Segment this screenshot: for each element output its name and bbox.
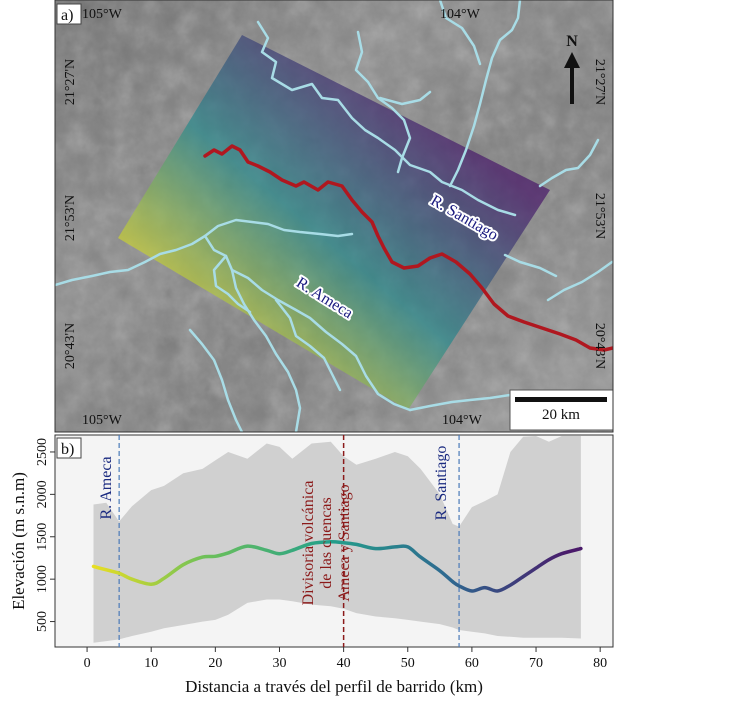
x-axis-label: Distancia a través del perfil de barrido… (185, 677, 483, 696)
panel-a-label-box (56, 3, 82, 25)
north-arrow-shaft (570, 66, 574, 104)
x-tick-label-60: 60 (465, 656, 479, 671)
annotation-divide-line3: Ameca y Santiago (336, 484, 353, 601)
lat-label-right-1: 21°27'N (592, 59, 607, 105)
x-tick-label-80: 80 (593, 656, 607, 671)
graticule-labels: 105°W 104°W 105°W 104°W 21°27'N 21°53'N … (63, 7, 607, 428)
x-axis: 0 10 20 30 40 50 60 70 80 (84, 647, 607, 671)
map-panel: R. Santiago R. Santiago R. Ameca R. Amec… (55, 0, 613, 432)
panel-b-label: b) (61, 441, 74, 458)
x-tick-label-40: 40 (337, 656, 351, 671)
lon-label-bottom-105: 105°W (82, 413, 123, 428)
mean-elevation-line (91, 540, 583, 593)
river-east (538, 138, 600, 188)
lat-label-right-2: 21°53'N (592, 193, 607, 239)
x-tick-label-10: 10 (144, 656, 158, 671)
river-north (354, 30, 412, 174)
river-east-2 (503, 253, 558, 278)
river-south (408, 393, 512, 412)
x-tick-label-30: 30 (272, 656, 286, 671)
north-label: N (566, 33, 578, 50)
annotation-santiago: R. Santiago (433, 446, 450, 521)
x-tick-label-0: 0 (84, 656, 91, 671)
river-ameca-2 (230, 268, 302, 432)
x-tick-label-50: 50 (401, 656, 415, 671)
scale-bar-line (515, 397, 607, 402)
river-northwest (256, 20, 517, 217)
panel-a-label: a) (61, 7, 73, 24)
river-southeast (546, 260, 613, 302)
north-arrow-icon: N (564, 33, 580, 104)
scale-bar: 20 km (509, 389, 613, 431)
y-axis: 500 1000 1500 2000 2500 (35, 438, 55, 632)
river-network (55, 0, 613, 432)
river-ameca-4 (274, 298, 342, 392)
profile-chart: R. Ameca R. Santiago Divisoria volcánica… (9, 434, 614, 696)
lon-label-top-105: 105°W (82, 7, 123, 22)
river-north-branch (378, 90, 432, 106)
river-southwest (188, 328, 244, 432)
lat-label-left-3: 20°43'N (63, 323, 78, 369)
x-tick-label-20: 20 (208, 656, 222, 671)
panel-b-label-box (56, 437, 82, 459)
scale-bar-box (509, 389, 613, 431)
y-axis-label: Elevación (m s.n.m) (9, 472, 28, 610)
map-frame (54, 0, 614, 433)
annotation-divide-line2: de las cuencas (318, 497, 335, 589)
river-northeast (448, 0, 522, 188)
x-tick-label-70: 70 (529, 656, 543, 671)
y-tick-label-1500: 1500 (35, 523, 50, 551)
y-tick-label-2000: 2000 (35, 480, 50, 508)
lat-label-right-3: 20°43'N (592, 323, 607, 369)
north-arrow-head (564, 52, 580, 68)
lat-label-left-1: 21°27'N (63, 59, 78, 105)
y-tick-label-2500: 2500 (35, 438, 50, 466)
lon-label-top-104: 104°W (440, 7, 481, 22)
y-tick-label-1000: 1000 (35, 565, 50, 593)
river-ameca-1 (203, 234, 412, 412)
annotation-divide-line1: Divisoria volcánica (300, 481, 317, 606)
lat-label-left-2: 21°53'N (63, 195, 78, 241)
swath-area (118, 35, 550, 410)
river-santiago-main (203, 144, 613, 352)
lon-label-bottom-104: 104°W (442, 413, 483, 428)
scale-bar-label: 20 km (542, 407, 580, 423)
y-tick-label-500: 500 (35, 611, 50, 632)
river-northeast-2 (438, 0, 482, 66)
river-ameca-3 (212, 254, 252, 314)
annotation-ameca: R. Ameca (98, 456, 115, 519)
